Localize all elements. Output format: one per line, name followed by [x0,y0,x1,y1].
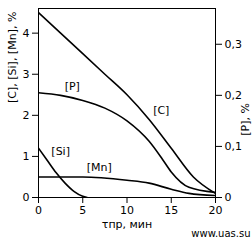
svg-text:3: 3 [23,68,30,81]
svg-text:[C]: [C] [153,104,169,117]
svg-text:[P], %: [P], % [239,103,252,136]
svg-text:www.uas.su: www.uas.su [191,228,250,239]
svg-text:[P]: [P] [65,80,80,93]
svg-text:0,1: 0,1 [225,140,243,153]
svg-text:0: 0 [225,191,232,204]
svg-text:2: 2 [23,109,30,122]
svg-text:0,3: 0,3 [225,38,243,51]
svg-text:[Mn]: [Mn] [87,161,112,174]
svg-text:4: 4 [23,27,30,40]
svg-text:10: 10 [120,204,134,217]
svg-text:0,2: 0,2 [225,89,243,102]
svg-text:15: 15 [164,204,178,217]
svg-text:5: 5 [79,204,86,217]
svg-text:[C], [Si], [Mn], %: [C], [Si], [Mn], % [6,12,19,103]
svg-text:[Si]: [Si] [51,145,70,158]
svg-text:1: 1 [23,150,30,163]
svg-text:0: 0 [35,204,42,217]
svg-text:τпр, мин: τпр, мин [102,218,152,231]
svg-text:20: 20 [209,204,223,217]
svg-text:0: 0 [23,191,30,204]
